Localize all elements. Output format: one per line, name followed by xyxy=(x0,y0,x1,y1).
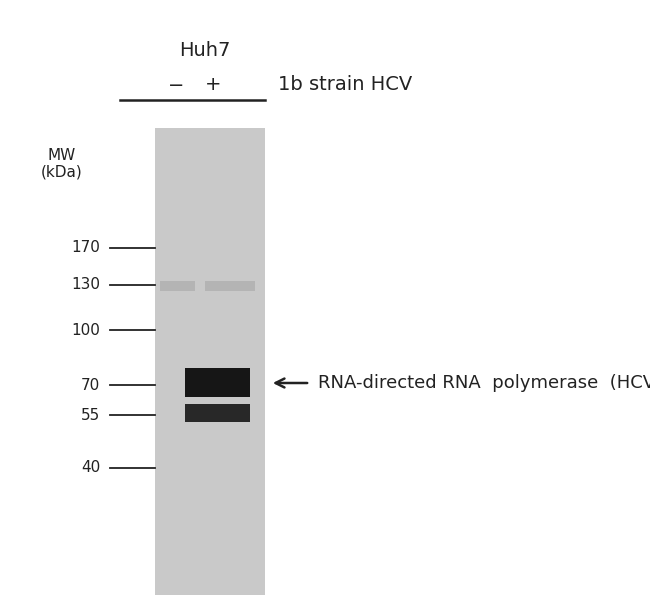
Text: (kDa): (kDa) xyxy=(41,164,83,180)
Text: −: − xyxy=(168,76,184,95)
Text: 1b strain HCV: 1b strain HCV xyxy=(278,76,412,95)
Text: 70: 70 xyxy=(81,378,100,392)
Bar xyxy=(155,128,265,595)
Text: Huh7: Huh7 xyxy=(179,40,231,59)
Text: +: + xyxy=(205,76,221,95)
Bar xyxy=(160,281,195,291)
Text: MW: MW xyxy=(48,147,76,163)
Text: 40: 40 xyxy=(81,461,100,475)
Text: 130: 130 xyxy=(71,277,100,293)
Bar xyxy=(185,368,250,397)
Bar xyxy=(185,404,250,422)
Text: 100: 100 xyxy=(71,323,100,337)
Text: 55: 55 xyxy=(81,408,100,422)
Text: 170: 170 xyxy=(71,241,100,255)
Bar xyxy=(205,281,255,291)
Text: RNA-directed RNA  polymerase  (HCV): RNA-directed RNA polymerase (HCV) xyxy=(318,374,650,392)
